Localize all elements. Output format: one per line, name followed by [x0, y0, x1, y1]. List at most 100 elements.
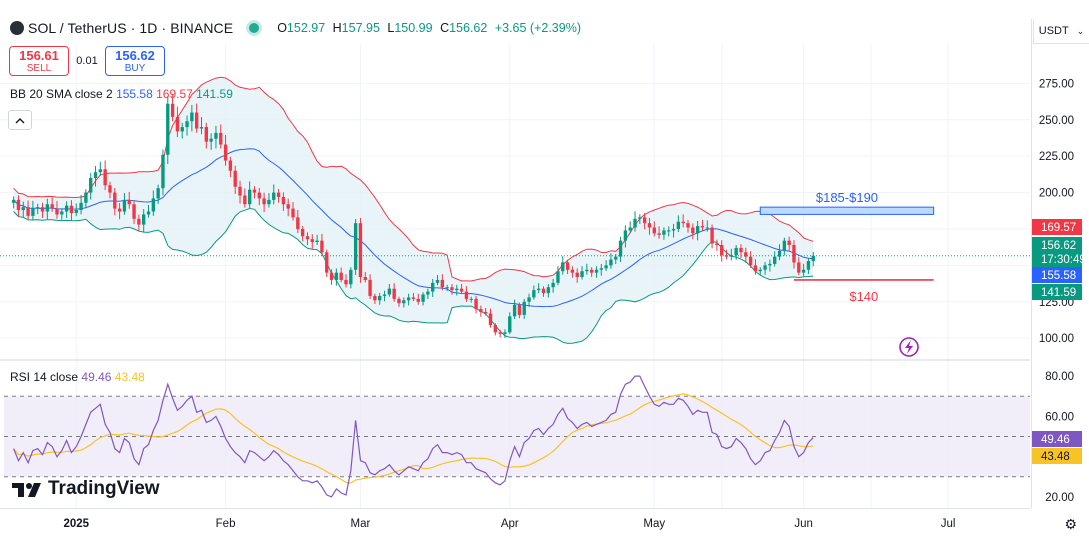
close-value: 156.62: [449, 21, 488, 35]
candle: [695, 220, 700, 241]
candle-body: [315, 240, 319, 243]
candle-body: [594, 269, 599, 273]
candle-body: [671, 228, 676, 231]
candle-body: [45, 204, 50, 212]
chevron-down-icon: ⌄: [1076, 25, 1085, 36]
candle-body: [700, 226, 705, 228]
candle-body: [695, 226, 700, 234]
candle: [228, 156, 233, 178]
sell-price: 156.61: [19, 48, 59, 63]
sell-button[interactable]: 156.61 SELL: [9, 46, 69, 76]
tradingview-logo[interactable]: TradingView: [12, 478, 160, 500]
candle: [243, 188, 247, 208]
collapse-legend-button[interactable]: [8, 110, 32, 130]
candle: [397, 296, 401, 307]
rsi-legend[interactable]: RSI 14 close 49.46 43.48: [10, 370, 145, 384]
candle-body: [623, 230, 628, 241]
candle-body: [387, 288, 392, 295]
candle-body: [378, 295, 382, 301]
candle: [763, 261, 767, 275]
candle: [281, 192, 286, 211]
candle: [686, 220, 690, 233]
candle: [801, 263, 806, 277]
candle-body: [599, 268, 603, 270]
candle: [729, 248, 734, 261]
candle-body: [353, 223, 358, 270]
candle: [551, 278, 555, 293]
candle-body: [36, 207, 40, 209]
candle-body: [580, 271, 584, 278]
candle: [517, 302, 522, 319]
candle-body: [127, 199, 131, 205]
gear-icon[interactable]: ⚙: [1064, 516, 1077, 532]
candle-body: [344, 279, 348, 285]
candle-body: [797, 262, 801, 273]
time-tick-label: Jun: [794, 518, 813, 530]
candle: [484, 307, 488, 316]
candle: [561, 256, 565, 275]
candle: [175, 106, 180, 138]
candle-body: [132, 204, 136, 219]
candle-body: [536, 288, 541, 291]
rsi-ma-value: 43.48: [114, 370, 145, 384]
rsi-value-label: 43.48: [1041, 451, 1070, 463]
candle: [777, 244, 782, 261]
candle: [137, 214, 141, 231]
candle-body: [450, 287, 454, 291]
candle: [117, 203, 122, 220]
candle-body: [720, 244, 724, 256]
candle-body: [305, 236, 310, 240]
tradingview-logo-text: TradingView: [48, 478, 160, 499]
bb-upper-line: [13, 76, 814, 282]
candle-body: [681, 221, 685, 224]
candle-body: [633, 218, 637, 228]
candle-body: [310, 239, 314, 243]
candle: [773, 251, 777, 267]
currency-selector[interactable]: USDT ⌄: [1033, 19, 1089, 44]
time-tick-label: May: [643, 518, 665, 530]
candle: [305, 232, 310, 246]
low-label: L: [387, 21, 395, 35]
rsi-value-label-bg: [1032, 431, 1082, 447]
candle-body: [233, 170, 237, 187]
candle: [662, 227, 666, 240]
candle: [493, 323, 498, 336]
candle: [431, 278, 435, 297]
candle: [642, 213, 647, 230]
candle-body: [628, 227, 632, 231]
lightning-icon[interactable]: [899, 337, 919, 357]
candle-body: [252, 189, 257, 193]
candle: [252, 186, 257, 199]
buy-button[interactable]: 156.62 BUY: [105, 46, 165, 76]
bb-legend[interactable]: BB 20 SMA close 2 155.58 169.57 141.59: [10, 87, 233, 101]
price-label-basis: 155.58: [1041, 270, 1076, 282]
candle: [315, 234, 319, 245]
candle: [26, 200, 30, 220]
candle-body: [431, 282, 435, 292]
candle: [671, 223, 676, 238]
candle: [267, 193, 271, 208]
rsi-value-label: 49.46: [1041, 434, 1070, 446]
candle-body: [445, 287, 449, 289]
candle: [368, 274, 372, 299]
candle: [604, 260, 608, 271]
candle-body: [151, 198, 156, 212]
candle-body: [320, 240, 324, 253]
candle-body: [368, 279, 372, 296]
candle: [11, 196, 16, 209]
spread-value: 0.01: [76, 55, 98, 67]
candle: [223, 135, 228, 166]
rsi-ma-line: [13, 393, 814, 484]
candle: [440, 274, 445, 291]
symbol-title[interactable]: SOL / TetherUS · 1D · BINANCE: [28, 20, 234, 36]
open-label: O: [277, 21, 287, 35]
candle: [392, 283, 396, 302]
rsi-tick-label: 60.00: [1045, 411, 1074, 423]
time-axis[interactable]: 2025 Feb Mar Apr May Jun Jul: [63, 518, 955, 530]
candle-body: [243, 195, 247, 205]
candlestick-series: [0, 94, 1030, 338]
candle: [435, 275, 440, 286]
candle-body: [647, 223, 652, 228]
candle: [556, 266, 560, 286]
candle-body: [103, 169, 107, 186]
